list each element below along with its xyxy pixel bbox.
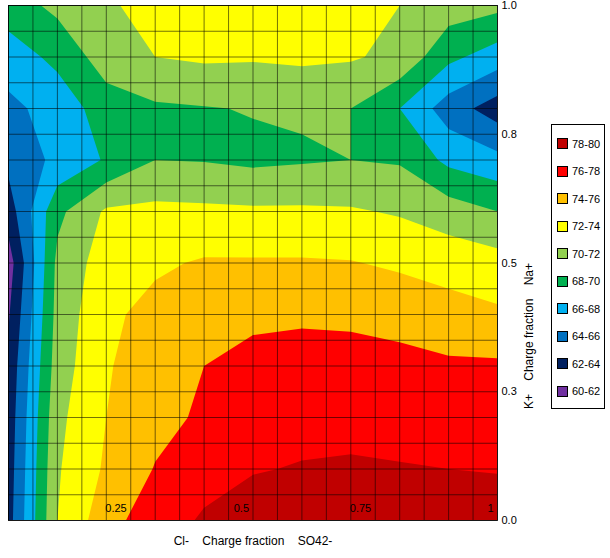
svg-text:1: 1 xyxy=(487,502,493,514)
svg-text:0.3: 0.3 xyxy=(502,385,517,397)
svg-text:0.5: 0.5 xyxy=(502,257,517,269)
svg-text:0.5: 0.5 xyxy=(234,502,249,514)
html-text:72-74: 72-74 xyxy=(572,220,601,233)
svg-text:1.0: 1.0 xyxy=(502,0,517,11)
html-text:64-66: 64-66 xyxy=(572,330,601,343)
svg-text:0.25: 0.25 xyxy=(105,502,126,514)
html-text:74-76: 74-76 xyxy=(572,192,601,205)
html-text:78-80: 78-80 xyxy=(572,137,601,150)
html-text:70-72: 70-72 xyxy=(572,247,601,260)
svg-text:0.0: 0.0 xyxy=(502,514,517,526)
html-text:76-78: 76-78 xyxy=(572,165,601,178)
html-text:60-62: 60-62 xyxy=(572,385,601,398)
html-text:62-64: 62-64 xyxy=(572,357,601,370)
html-text:66-68: 66-68 xyxy=(572,302,601,315)
html-text:68-70: 68-70 xyxy=(572,275,601,288)
svg-text:K+ Charge fraction Na+: K+ Charge fraction Na+ xyxy=(522,263,536,409)
svg-text:0.75: 0.75 xyxy=(350,502,371,514)
svg-text:Cl- Charge fraction SO42: Cl- Charge fraction SO42- xyxy=(174,534,333,548)
svg-text:0.8: 0.8 xyxy=(502,128,517,140)
